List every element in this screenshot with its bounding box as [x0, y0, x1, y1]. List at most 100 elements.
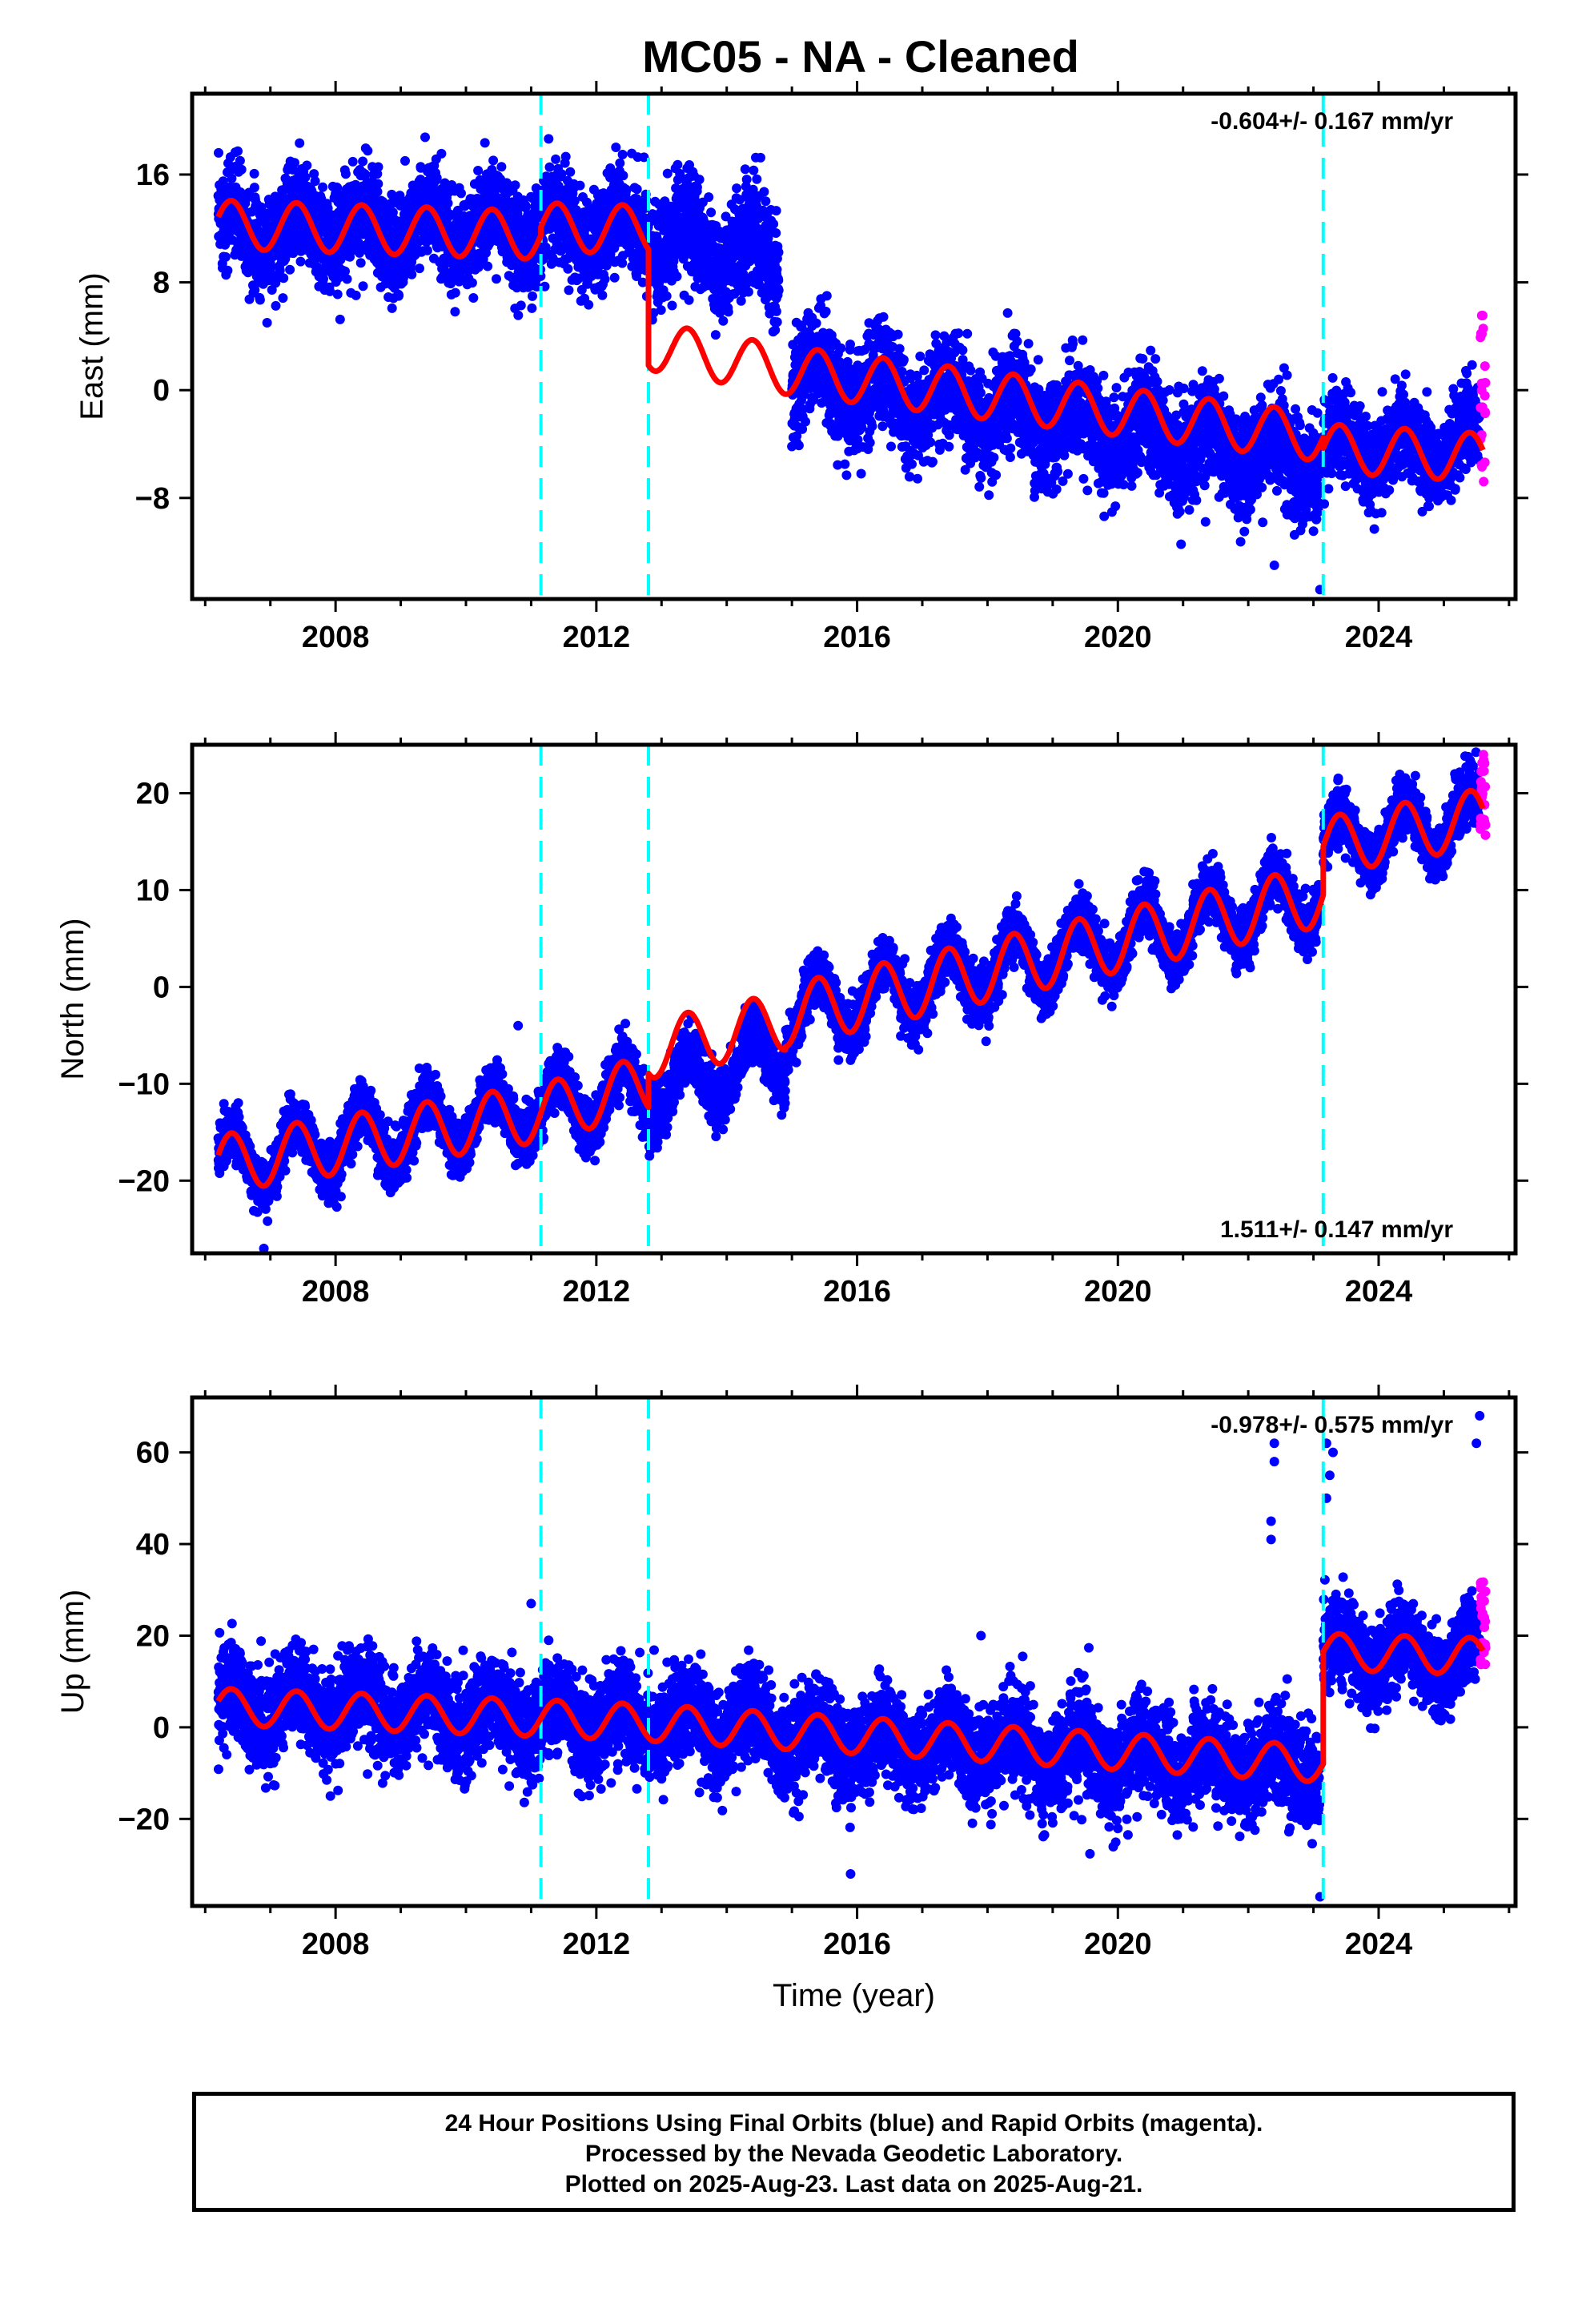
data-point: [373, 179, 383, 189]
data-point: [325, 286, 335, 296]
data-point: [845, 340, 855, 349]
data-point: [319, 274, 328, 284]
data-point: [468, 293, 479, 303]
data-point: [877, 421, 888, 432]
data-point: [295, 138, 305, 148]
data-point: [756, 152, 765, 163]
data-point: [723, 307, 733, 317]
plot-area: [213, 94, 1491, 599]
data-point: [611, 143, 621, 152]
data-point: [836, 343, 846, 353]
data-point: [974, 481, 985, 492]
data-point: [387, 207, 398, 218]
data-point: [771, 206, 781, 216]
data-point: [373, 162, 383, 172]
data-point: [255, 295, 265, 305]
data-point: [600, 274, 610, 284]
data-point: [618, 171, 628, 181]
data-point: [271, 300, 281, 311]
data-point: [989, 452, 999, 463]
data-point: [954, 328, 964, 339]
data-point: [250, 285, 260, 296]
data-point: [958, 345, 968, 356]
data-point: [347, 156, 358, 167]
data-point: [473, 166, 484, 175]
data-point: [450, 287, 460, 298]
data-point: [544, 134, 554, 144]
data-point: [770, 325, 781, 336]
data-point: [584, 300, 594, 310]
data-point: [856, 468, 866, 479]
data-point: [632, 184, 642, 195]
data-point: [771, 228, 781, 238]
data-point: [227, 173, 237, 183]
data-point: [432, 173, 442, 183]
data-point: [496, 162, 507, 172]
data-point: [560, 151, 571, 162]
data-point: [926, 437, 936, 448]
data-point: [420, 132, 430, 143]
chart-title: MC05 - NA - Cleaned: [0, 30, 1582, 82]
data-point: [318, 182, 328, 192]
data-point: [300, 172, 311, 183]
data-point: [340, 266, 350, 276]
data-point: [358, 281, 368, 292]
data-point: [422, 245, 432, 255]
data-point: [564, 285, 574, 296]
data-point: [528, 291, 537, 301]
data-point: [841, 470, 852, 480]
data-point: [752, 174, 762, 184]
data-point: [223, 265, 233, 275]
data-point: [878, 312, 889, 322]
data-point: [235, 155, 245, 166]
data-point: [387, 303, 397, 313]
data-point: [266, 261, 276, 271]
data-point: [673, 159, 683, 170]
data-point: [772, 317, 782, 328]
data-point: [662, 168, 673, 179]
data-point: [718, 316, 729, 326]
data-point: [575, 180, 585, 191]
data-point: [706, 207, 717, 218]
data-point: [672, 271, 682, 282]
data-point: [407, 269, 417, 279]
data-point: [667, 300, 677, 311]
data-point: [551, 154, 561, 164]
data-point: [749, 165, 759, 175]
data-point: [597, 290, 608, 300]
data-point: [358, 156, 368, 167]
data-point: [544, 162, 555, 172]
data-point: [295, 256, 306, 267]
data-point: [615, 158, 625, 168]
data-point: [275, 265, 285, 275]
data-point: [867, 421, 877, 432]
data-point: [976, 472, 986, 483]
data-point: [302, 160, 312, 171]
data-point: [267, 285, 277, 295]
data-point: [661, 291, 672, 301]
data-point: [335, 314, 345, 324]
data-point: [761, 196, 771, 207]
data-point: [893, 329, 903, 340]
data-point: [694, 175, 705, 185]
final-orbit-points: [213, 132, 1484, 595]
data-point: [355, 258, 366, 268]
data-point: [919, 365, 930, 376]
data-point: [928, 456, 938, 467]
data-point: [436, 148, 447, 159]
data-point: [400, 155, 410, 166]
data-point: [510, 180, 520, 191]
data-point: [394, 290, 404, 300]
data-point: [821, 291, 832, 301]
data-point: [773, 247, 784, 258]
data-point: [741, 175, 752, 185]
data-point: [415, 263, 424, 274]
data-point: [907, 459, 917, 469]
data-point: [621, 184, 632, 195]
data-point: [840, 459, 850, 469]
data-point: [886, 441, 896, 452]
data-point: [345, 251, 355, 262]
data-point: [467, 278, 477, 288]
data-point: [220, 251, 231, 262]
data-point: [214, 147, 223, 158]
